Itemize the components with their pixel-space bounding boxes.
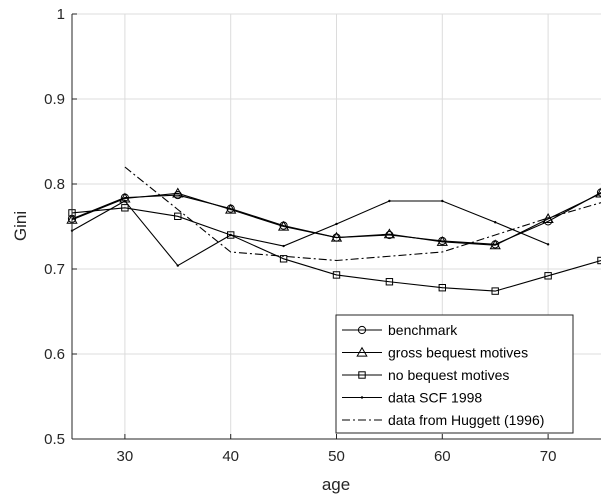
series-line <box>71 192 601 246</box>
y-tick-label: 0.8 <box>44 176 65 193</box>
data-point <box>544 272 552 280</box>
data-point <box>176 264 179 267</box>
y-tick-label: 0.9 <box>44 91 65 108</box>
data-point <box>121 204 129 212</box>
x-tick-label: 70 <box>540 448 557 465</box>
data-point <box>383 228 396 239</box>
y-tick-label: 0.6 <box>44 346 65 363</box>
y-ticks: 0.5 0.6 0.7 0.8 0.9 1 <box>44 6 77 448</box>
series-data-from-huggett-1996 <box>124 166 601 262</box>
series-line <box>71 207 601 292</box>
data-point <box>489 239 501 250</box>
x-tick-label: 60 <box>434 448 451 465</box>
data-point <box>330 231 343 242</box>
data-point <box>542 213 554 223</box>
x-tick-label: 50 <box>328 448 345 465</box>
data-point <box>225 203 237 214</box>
data-point <box>546 243 550 246</box>
data-point <box>491 287 499 295</box>
legend-box <box>335 314 574 434</box>
legend: benchmark gross bequest motives no bequest… <box>335 314 574 434</box>
y-axis-label: Gini <box>11 211 30 241</box>
legend-label: no bequest motives <box>388 367 509 383</box>
data-point <box>282 244 285 248</box>
data-point <box>441 199 444 203</box>
y-tick-label: 0.7 <box>44 261 65 278</box>
data-point <box>438 284 447 292</box>
data-point <box>596 188 601 197</box>
data-point <box>388 199 391 203</box>
data-point <box>332 271 341 279</box>
data-point <box>229 233 232 237</box>
legend-entry: data from Huggett (1996) <box>342 412 544 428</box>
x-tick-label: 30 <box>117 448 134 465</box>
legend-label: data from Huggett (1996) <box>388 412 544 428</box>
x-tick-label: 40 <box>222 448 239 465</box>
legend-label: benchmark <box>388 322 458 338</box>
legend-marker <box>360 396 364 399</box>
legend-label: data SCF 1998 <box>388 390 482 406</box>
legend-marker <box>357 325 367 335</box>
data-point <box>277 220 290 231</box>
data-point <box>595 187 601 198</box>
data-point <box>436 235 448 246</box>
data-point <box>123 199 127 203</box>
legend-entry: no bequest motives <box>342 367 509 383</box>
data-point <box>385 278 394 286</box>
x-ticks: 30 40 50 60 70 <box>117 434 557 465</box>
x-axis-label: age <box>322 475 350 494</box>
data-point <box>172 187 184 198</box>
data-point <box>174 212 182 221</box>
series-layer <box>66 166 601 295</box>
legend-entry: benchmark <box>342 322 458 338</box>
legend-entry: data SCF 1998 <box>342 390 482 406</box>
grid-lines <box>72 13 601 440</box>
series-no-bequest-motives <box>68 204 601 295</box>
series-line <box>124 166 601 262</box>
data-point <box>279 255 288 263</box>
y-tick-label: 1 <box>57 6 65 23</box>
series-data-scf-1998 <box>70 199 550 267</box>
legend-marker <box>358 371 366 379</box>
legend-label: gross bequest motives <box>388 345 528 361</box>
legend-entry: gross bequest motives <box>342 345 528 361</box>
data-point <box>494 221 497 224</box>
legend-marker <box>356 346 368 357</box>
data-point <box>227 231 235 239</box>
y-tick-label: 0.5 <box>44 431 65 448</box>
series-line <box>71 200 549 267</box>
data-point <box>335 222 338 226</box>
